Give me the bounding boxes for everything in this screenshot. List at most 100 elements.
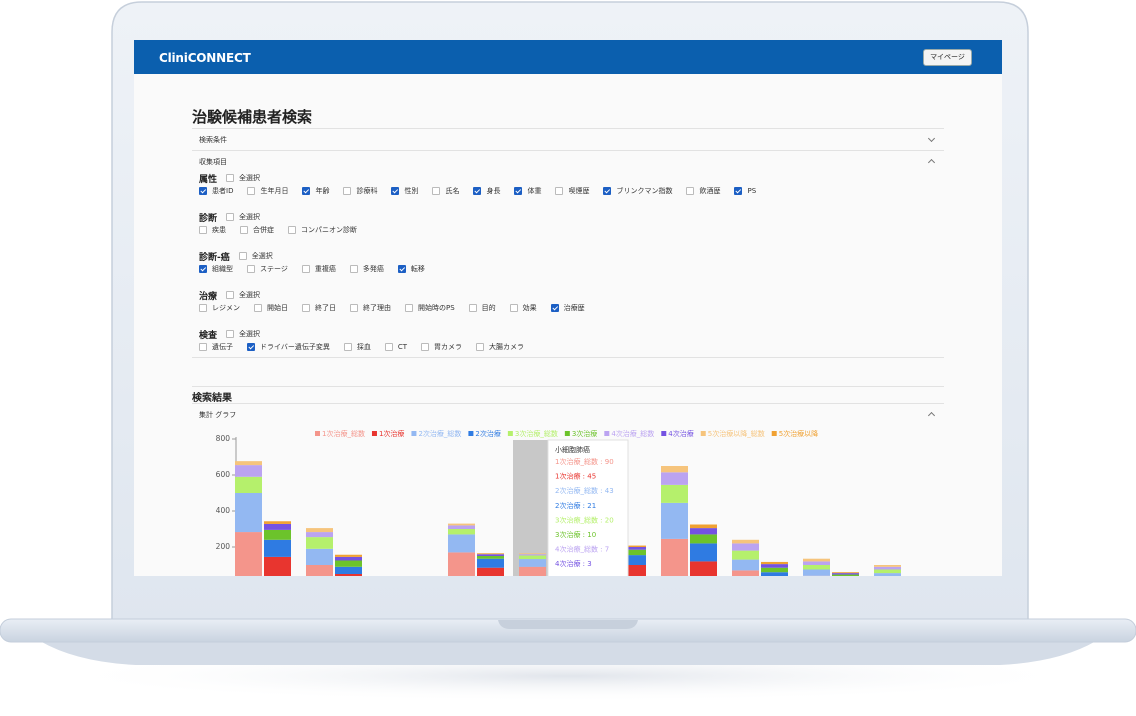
field[interactable]: 効果 bbox=[509, 303, 537, 313]
legend-swatch[interactable] bbox=[564, 431, 570, 436]
field[interactable]: 生年月日 bbox=[247, 186, 288, 196]
checkbox[interactable] bbox=[350, 304, 358, 312]
legend-label[interactable]: 3次治療_総数 bbox=[515, 429, 558, 438]
field[interactable]: 重複癌 bbox=[301, 264, 336, 274]
checkbox[interactable] bbox=[302, 187, 311, 195]
mypage-button[interactable]: マイページ bbox=[923, 49, 972, 66]
field[interactable]: コンパニオン診断 bbox=[288, 225, 357, 235]
legend-label[interactable]: 4次治療 bbox=[668, 429, 693, 438]
legend-swatch[interactable] bbox=[700, 431, 706, 436]
field[interactable]: 目的 bbox=[468, 303, 496, 313]
checkbox[interactable] bbox=[603, 187, 612, 195]
checkbox[interactable] bbox=[384, 343, 393, 351]
checkbox[interactable] bbox=[199, 304, 207, 312]
field[interactable]: 採血 bbox=[343, 342, 371, 352]
checkbox[interactable] bbox=[199, 343, 207, 351]
legend-label[interactable]: 5次治療以降_総数 bbox=[708, 429, 765, 438]
field[interactable]: 体重 bbox=[514, 186, 541, 196]
checkbox[interactable] bbox=[432, 187, 441, 195]
field[interactable]: 終了日 bbox=[302, 303, 336, 313]
select-all-label[interactable]: 全選択 bbox=[239, 213, 261, 221]
legend-label[interactable]: 1次治療_総数 bbox=[322, 429, 365, 438]
search-conditions[interactable]: 検索条件 bbox=[199, 136, 227, 144]
checkbox[interactable] bbox=[555, 187, 564, 195]
checkbox[interactable] bbox=[226, 291, 235, 299]
field[interactable]: 身長 bbox=[473, 186, 500, 196]
field[interactable]: 開始時のPS bbox=[405, 303, 455, 313]
field[interactable]: 大腸カメラ bbox=[476, 342, 524, 352]
checkbox[interactable] bbox=[734, 187, 743, 195]
checkbox[interactable] bbox=[238, 252, 247, 260]
select-all-label[interactable]: 全選択 bbox=[251, 252, 273, 260]
checkbox[interactable] bbox=[514, 187, 523, 195]
legend-label[interactable]: 1次治療 bbox=[379, 429, 404, 438]
checkbox[interactable] bbox=[288, 226, 296, 234]
checkbox[interactable] bbox=[301, 265, 310, 273]
checkbox[interactable] bbox=[240, 226, 248, 234]
logo[interactable]: CliniCONNECT bbox=[159, 51, 251, 65]
field[interactable]: 多発癌 bbox=[349, 264, 384, 274]
graph-panel[interactable]: 集計 グラフ bbox=[199, 411, 237, 419]
checkbox[interactable] bbox=[349, 265, 358, 273]
field[interactable]: 喫煙歴 bbox=[555, 186, 589, 196]
field[interactable]: ドライバー遺伝子変異 bbox=[247, 342, 330, 352]
field[interactable]: 治療歴 bbox=[550, 303, 585, 313]
field[interactable]: 年齢 bbox=[302, 186, 329, 196]
checkbox[interactable] bbox=[343, 343, 352, 351]
legend-swatch[interactable] bbox=[661, 431, 667, 436]
field[interactable]: レジメン bbox=[199, 303, 240, 313]
checkbox[interactable] bbox=[247, 343, 255, 351]
checkbox[interactable] bbox=[391, 187, 400, 195]
checkbox[interactable] bbox=[686, 187, 695, 195]
legend-swatch[interactable] bbox=[507, 431, 513, 436]
legend-label[interactable]: 4次治療_総数 bbox=[611, 429, 654, 438]
checkbox[interactable] bbox=[247, 265, 255, 273]
field[interactable]: 疾患 bbox=[199, 225, 226, 235]
field[interactable]: 診療科 bbox=[343, 186, 377, 196]
checkbox[interactable] bbox=[226, 174, 235, 182]
checkbox[interactable] bbox=[468, 304, 477, 312]
select-all-label[interactable]: 全選択 bbox=[239, 330, 261, 338]
field[interactable]: CT bbox=[384, 343, 407, 351]
checkbox[interactable] bbox=[421, 343, 430, 351]
checkbox[interactable] bbox=[302, 304, 310, 312]
legend-swatch[interactable] bbox=[411, 431, 417, 436]
checkbox[interactable] bbox=[226, 330, 235, 338]
field[interactable]: ステージ bbox=[247, 264, 288, 274]
field[interactable]: 患者ID bbox=[199, 186, 233, 196]
field[interactable]: 終了理由 bbox=[350, 303, 391, 313]
legend-swatch[interactable] bbox=[468, 431, 474, 436]
checkbox[interactable] bbox=[199, 187, 207, 195]
field[interactable]: 合併症 bbox=[240, 225, 274, 235]
field[interactable]: ブリンクマン指数 bbox=[603, 186, 672, 196]
checkbox[interactable] bbox=[509, 304, 518, 312]
field[interactable]: 胃カメラ bbox=[421, 342, 462, 352]
collection-items[interactable]: 収集項目 bbox=[199, 158, 227, 166]
checkbox[interactable] bbox=[343, 187, 352, 195]
field[interactable]: PS bbox=[734, 187, 756, 195]
field[interactable]: 性別 bbox=[391, 186, 418, 196]
checkbox[interactable] bbox=[473, 187, 482, 195]
legend-label[interactable]: 5次治療以降 bbox=[779, 429, 818, 438]
select-all-label[interactable]: 全選択 bbox=[239, 174, 261, 182]
checkbox[interactable] bbox=[199, 265, 207, 273]
legend-swatch[interactable] bbox=[604, 431, 610, 436]
legend-label[interactable]: 2次治療 bbox=[475, 429, 500, 438]
field[interactable]: 氏名 bbox=[432, 186, 459, 196]
checkbox[interactable] bbox=[405, 304, 413, 312]
checkbox[interactable] bbox=[247, 187, 256, 195]
legend-label[interactable]: 3次治療 bbox=[572, 429, 597, 438]
legend-swatch[interactable] bbox=[315, 431, 320, 436]
checkbox[interactable] bbox=[226, 213, 235, 221]
checkbox[interactable] bbox=[199, 226, 207, 234]
field[interactable]: 組織型 bbox=[199, 264, 233, 274]
checkbox[interactable] bbox=[397, 265, 406, 273]
select-all-label[interactable]: 全選択 bbox=[239, 291, 261, 299]
field[interactable]: 転移 bbox=[397, 264, 425, 274]
checkbox[interactable] bbox=[254, 304, 262, 312]
legend-swatch[interactable] bbox=[371, 431, 377, 436]
field[interactable]: 遺伝子 bbox=[199, 342, 233, 352]
legend-label[interactable]: 2次治療_総数 bbox=[418, 429, 461, 438]
checkbox[interactable] bbox=[476, 343, 485, 351]
field[interactable]: 開始日 bbox=[254, 303, 288, 313]
